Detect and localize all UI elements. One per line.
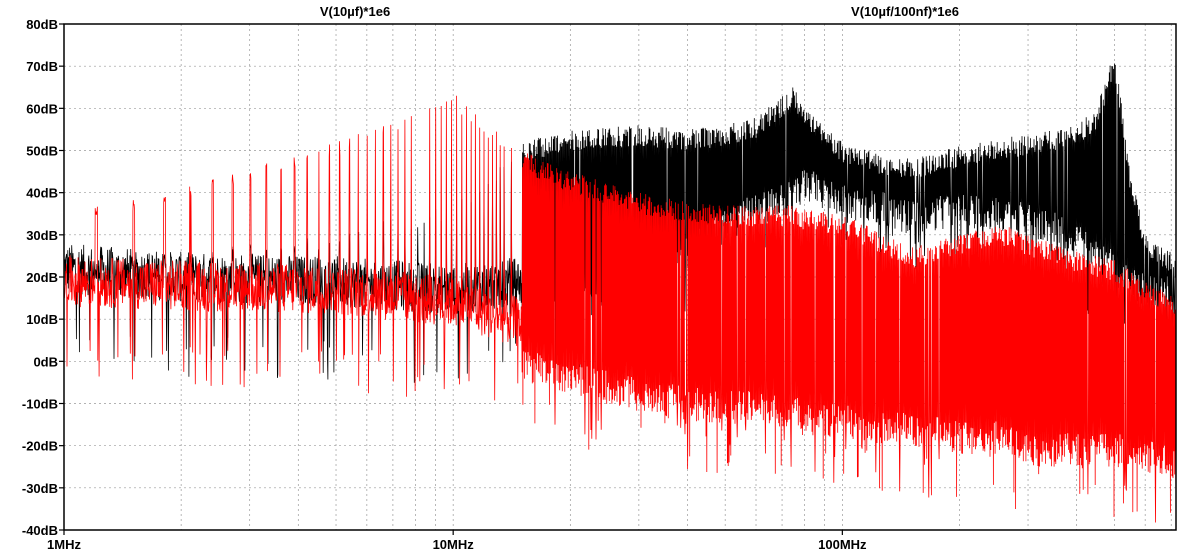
y-tick-label: -20dB bbox=[22, 439, 58, 454]
legend-series-red: V(10µf/100nf)*1e6 bbox=[851, 4, 959, 19]
y-tick-label: 60dB bbox=[26, 101, 58, 116]
legend-series-black: V(10µf)*1e6 bbox=[320, 4, 390, 19]
y-tick-label: 0dB bbox=[33, 354, 58, 369]
y-tick-label: -30dB bbox=[22, 481, 58, 496]
y-tick-label: 80dB bbox=[26, 17, 58, 32]
x-tick-label: 100MHz bbox=[818, 537, 867, 552]
series-layer bbox=[63, 63, 1177, 523]
y-tick-label: 70dB bbox=[26, 59, 58, 74]
series-line-red bbox=[63, 95, 1177, 523]
y-tick-label: 50dB bbox=[26, 144, 58, 159]
x-tick-label: 1MHz bbox=[47, 537, 81, 552]
x-tick-label: 10MHz bbox=[433, 537, 475, 552]
y-tick-label: 20dB bbox=[26, 270, 58, 285]
y-tick-label: -40dB bbox=[22, 523, 58, 538]
y-tick-label: 40dB bbox=[26, 186, 58, 201]
y-tick-label: 30dB bbox=[26, 228, 58, 243]
y-tick-label: 10dB bbox=[26, 312, 58, 327]
x-axis-ticks: 1MHz 10MHz 100MHz bbox=[47, 530, 867, 552]
y-axis-ticks: 80dB 70dB 60dB 50dB 40dB 30dB 20dB 10dB 0dB -10dB… bbox=[22, 17, 64, 538]
y-tick-label: -10dB bbox=[22, 397, 58, 412]
